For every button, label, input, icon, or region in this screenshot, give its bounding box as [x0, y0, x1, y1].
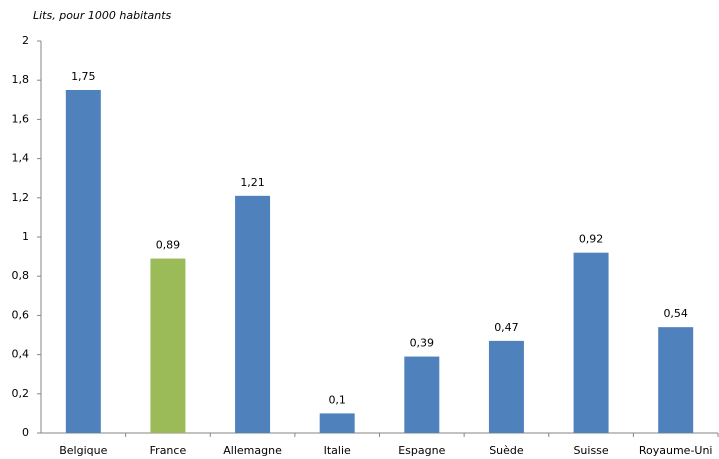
value-label: 0,89 [156, 239, 181, 252]
bar [404, 356, 440, 433]
bar [658, 327, 694, 433]
y-tick-label: 2 [22, 34, 29, 47]
bar [488, 340, 524, 433]
y-tick-label: 0,2 [12, 387, 30, 400]
x-tick-label: Espagne [398, 444, 445, 457]
y-tick-label: 1 [22, 230, 29, 243]
x-tick-label: Allemagne [223, 444, 282, 457]
x-tick-label: Royaume-Uni [639, 444, 713, 457]
y-tick-label: 0,8 [12, 269, 30, 282]
value-label: 1,75 [71, 70, 96, 83]
x-tick-label: Italie [324, 444, 351, 457]
bar [319, 413, 355, 433]
x-tick-label: Suède [489, 444, 524, 457]
value-label: 0,39 [410, 337, 435, 350]
x-tick-label: Suisse [573, 444, 608, 457]
x-tick-label: Belgique [59, 444, 107, 457]
value-label: 0,1 [328, 393, 346, 406]
y-tick-label: 0,6 [12, 308, 30, 321]
x-tick-label: France [150, 444, 187, 457]
value-label: 0,47 [494, 321, 519, 334]
value-label: 0,92 [579, 233, 604, 246]
y-axis-title: Lits, pour 1000 habitants [33, 9, 172, 22]
bar [65, 90, 101, 433]
y-tick-label: 0 [22, 426, 29, 439]
bar [150, 258, 186, 433]
bar [235, 195, 271, 433]
value-label: 0,54 [663, 307, 688, 320]
y-tick-label: 1,4 [12, 152, 30, 165]
bar [573, 252, 609, 433]
value-label: 1,21 [240, 176, 265, 189]
y-tick-label: 1,2 [12, 191, 30, 204]
y-tick-label: 1,6 [12, 112, 30, 125]
y-tick-label: 1,8 [12, 73, 30, 86]
y-tick-label: 0,4 [12, 348, 30, 361]
